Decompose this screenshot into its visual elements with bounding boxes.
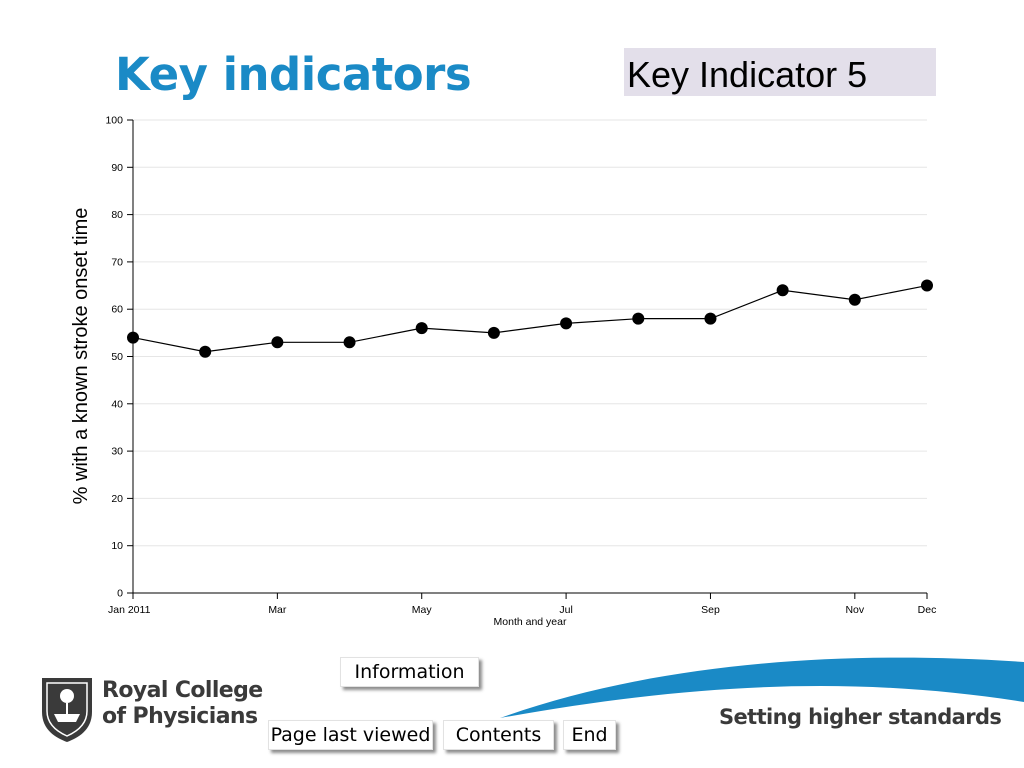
y-tick-label: 40 bbox=[111, 398, 123, 410]
indicator-badge: Key Indicator 5 bbox=[624, 48, 936, 96]
data-point bbox=[632, 312, 645, 325]
page-last-viewed-button[interactable]: Page last viewed bbox=[268, 720, 433, 750]
grid-lines bbox=[133, 119, 927, 547]
y-tick-label: 50 bbox=[111, 351, 123, 363]
data-point bbox=[848, 293, 861, 306]
x-tick-label: Mar bbox=[268, 604, 287, 616]
x-tick-label: Sep bbox=[701, 604, 720, 616]
information-button[interactable]: Information bbox=[340, 657, 479, 687]
y-tick-label: 30 bbox=[111, 446, 123, 458]
data-point bbox=[343, 336, 356, 349]
indicator-badge-label: Key Indicator 5 bbox=[627, 54, 868, 95]
page-title: Key indicators bbox=[115, 48, 472, 101]
y-axis-title: % with a known stroke onset time bbox=[70, 208, 92, 505]
x-tick-label: Jul bbox=[559, 604, 572, 616]
x-tick-label: May bbox=[412, 604, 433, 616]
y-tick-label: 60 bbox=[111, 304, 123, 316]
contents-button[interactable]: Contents bbox=[443, 720, 554, 750]
x-tick-label: Nov bbox=[845, 604, 864, 616]
y-tick-label: 90 bbox=[111, 162, 123, 174]
end-button[interactable]: End bbox=[563, 720, 616, 750]
x-ticks: Jan 2011 Mar May Jul Sep Nov Dec bbox=[108, 593, 936, 616]
data-points bbox=[127, 279, 933, 358]
y-tick-label: 10 bbox=[111, 540, 123, 552]
y-tick-label: 0 bbox=[117, 588, 123, 600]
y-tick-label: 100 bbox=[105, 115, 123, 127]
tagline: Setting higher standards bbox=[719, 705, 1002, 729]
data-point bbox=[127, 331, 139, 344]
data-point bbox=[415, 322, 428, 335]
y-tick-label: 80 bbox=[111, 209, 123, 221]
data-point bbox=[487, 326, 500, 339]
data-point bbox=[271, 336, 284, 349]
college-crest-logo bbox=[42, 678, 92, 742]
x-axis-title: Month and year bbox=[494, 616, 567, 628]
brand-name: Royal College of Physicians bbox=[102, 678, 263, 730]
y-tick-label: 70 bbox=[111, 256, 123, 268]
y-tick-label: 20 bbox=[111, 493, 123, 505]
x-tick-label: Dec bbox=[918, 604, 937, 616]
data-point bbox=[776, 284, 789, 297]
series-line bbox=[132, 284, 928, 353]
line-chart: 0 10 20 30 40 50 60 70 80 90 100 Jan 2011 Mar May Jul… bbox=[70, 115, 936, 629]
brand-name-line2: of Physicians bbox=[102, 704, 258, 729]
y-ticks: 0 10 20 30 40 50 60 70 80 90 100 bbox=[105, 115, 133, 600]
data-point bbox=[199, 345, 212, 358]
x-tick-label: Jan 2011 bbox=[108, 604, 151, 616]
data-point bbox=[560, 317, 573, 330]
data-point bbox=[704, 312, 717, 325]
data-point bbox=[921, 279, 933, 292]
brand-name-line1: Royal College bbox=[102, 678, 263, 703]
